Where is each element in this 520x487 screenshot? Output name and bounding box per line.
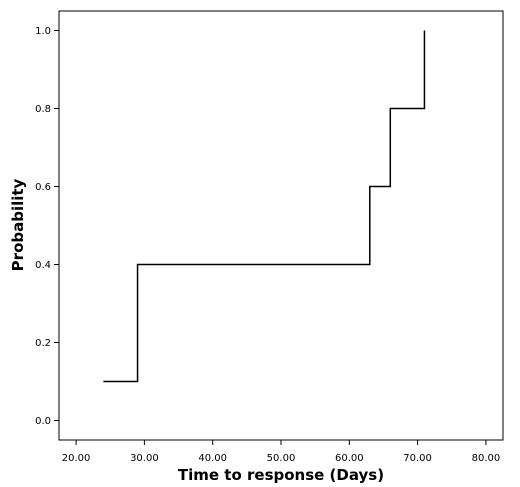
plot-frame [58,10,504,441]
y-axis-title: Probability [9,178,27,271]
x-tick-label: 80.00 [472,453,501,464]
x-tick-label: 70.00 [403,453,432,464]
x-tick-label: 60.00 [335,453,364,464]
y-tick-label: 0.0 [35,416,51,427]
x-tick-label: 50.00 [267,453,296,464]
series-step-line [103,30,426,383]
y-tick-label: 0.4 [35,260,51,271]
x-tick-label: 40.00 [198,453,227,464]
y-tick-label: 0.8 [35,104,51,115]
y-tick-label: 1.0 [35,26,51,37]
x-tick-label: 20.00 [62,453,91,464]
x-axis-ticks: 20.00 30.00 40.00 50.00 60.00 70.00 80.00 [62,440,500,464]
y-tick-label: 0.2 [35,338,51,349]
x-tick-label: 30.00 [130,453,159,464]
y-axis-ticks: 0.0 0.2 0.4 0.6 0.8 1.0 [35,26,59,427]
x-axis-title: Time to response (Days) [178,466,384,484]
y-tick-label: 0.6 [35,182,51,193]
